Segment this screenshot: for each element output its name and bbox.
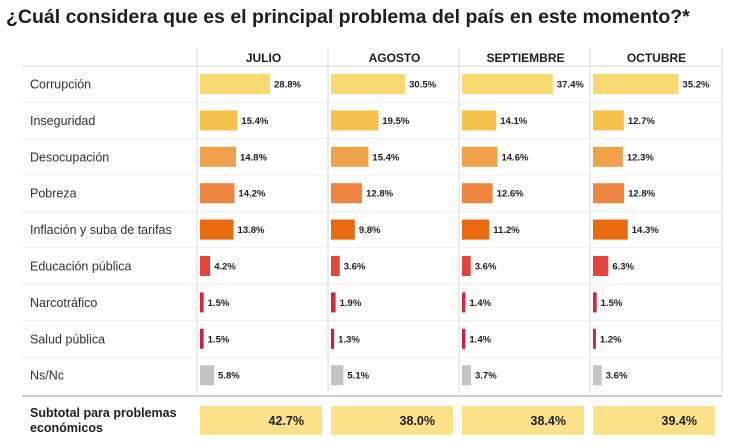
subtotal-label: económicos <box>30 421 103 435</box>
bar <box>200 328 204 349</box>
column-header: AGOSTO <box>369 51 421 65</box>
data-label: 28.8% <box>274 80 301 91</box>
category-label: Narcotráfico <box>30 296 97 310</box>
data-label: 3.6% <box>344 262 366 273</box>
data-label: 1.5% <box>208 298 230 309</box>
data-label: 35.2% <box>683 80 710 91</box>
subtotal-value: 38.0% <box>400 414 435 428</box>
data-label: 19.5% <box>382 116 409 127</box>
data-label: 12.7% <box>628 116 655 127</box>
bar <box>200 110 238 131</box>
bar <box>593 110 624 131</box>
category-label: Pobreza <box>30 187 77 201</box>
data-label: 37.4% <box>557 80 584 91</box>
column-header: JULIO <box>246 51 281 65</box>
column-header: SEPTIEMBRE <box>486 51 564 65</box>
data-label: 13.8% <box>238 225 265 236</box>
bar <box>462 365 471 386</box>
data-label: 1.4% <box>469 298 491 309</box>
bar <box>593 219 628 240</box>
data-label: 1.5% <box>208 334 230 345</box>
bar <box>331 146 369 167</box>
bar <box>462 292 466 313</box>
data-label: 15.4% <box>241 116 268 127</box>
bar <box>462 219 490 240</box>
subtotal-bar <box>331 406 453 435</box>
data-label: 4.2% <box>214 262 236 273</box>
subtotal-value: 38.4% <box>531 414 566 428</box>
bar <box>200 219 234 240</box>
data-label: 15.4% <box>372 152 399 163</box>
data-label: 5.8% <box>218 371 240 382</box>
data-label: 6.3% <box>612 262 634 273</box>
subtotal-bar <box>593 406 715 435</box>
bar <box>593 292 597 313</box>
bar <box>331 110 379 131</box>
bar <box>200 74 270 94</box>
data-label: 1.4% <box>469 334 491 345</box>
bar <box>200 183 235 204</box>
data-label: 12.3% <box>627 152 654 163</box>
data-label: 12.8% <box>366 189 393 200</box>
data-label: 1.3% <box>338 334 360 345</box>
subtotal-label: Subtotal para problemas <box>30 406 177 420</box>
bar <box>331 328 335 349</box>
category-label: Inflación y suba de tarifas <box>30 223 172 237</box>
category-label: Ns/Nc <box>30 369 64 383</box>
bar <box>462 110 497 131</box>
bar <box>593 328 596 349</box>
bar <box>462 146 498 167</box>
bar <box>593 365 602 386</box>
category-label: Corrupción <box>30 78 91 92</box>
category-label: Desocupación <box>30 150 109 164</box>
data-label: 30.5% <box>409 80 436 91</box>
subtotal-bar <box>462 406 584 435</box>
column-header: OCTUBRE <box>627 51 686 65</box>
data-label: 1.5% <box>601 298 623 309</box>
bar <box>200 292 204 313</box>
data-label: 5.1% <box>347 371 369 382</box>
subtotal-bar <box>200 406 322 435</box>
data-label: 3.7% <box>475 371 497 382</box>
bar <box>593 183 625 204</box>
data-label: 14.2% <box>239 189 266 200</box>
bar <box>331 183 363 204</box>
bar <box>331 292 336 313</box>
data-label: 1.2% <box>600 334 622 345</box>
bar <box>331 219 355 240</box>
bar <box>200 256 211 276</box>
data-label: 11.2% <box>493 225 520 236</box>
category-label: Salud pública <box>30 332 105 346</box>
bar <box>331 256 340 276</box>
bar <box>331 74 406 94</box>
data-label: 3.6% <box>475 262 497 273</box>
bar <box>462 74 553 94</box>
data-label: 12.6% <box>497 189 524 200</box>
category-label: Inseguridad <box>30 114 95 128</box>
bar <box>462 328 466 349</box>
data-label: 14.6% <box>501 152 528 163</box>
bar <box>593 256 609 276</box>
subtotal-value: 39.4% <box>662 414 697 428</box>
bar <box>593 74 679 94</box>
data-label: 3.6% <box>606 371 628 382</box>
bar <box>462 183 493 204</box>
bar <box>200 365 215 386</box>
data-label: 9.8% <box>359 225 381 236</box>
bar <box>462 256 471 276</box>
subtotal-value: 42.7% <box>269 414 304 428</box>
bar <box>200 146 236 167</box>
chart-title: ¿Cuál considera que es el principal prob… <box>6 6 690 28</box>
data-label: 14.1% <box>500 116 527 127</box>
data-label: 14.8% <box>240 152 267 163</box>
category-label: Educación pública <box>30 260 132 274</box>
data-label: 14.3% <box>632 225 659 236</box>
data-label: 1.9% <box>340 298 362 309</box>
data-label: 12.8% <box>628 189 655 200</box>
bar <box>331 365 344 386</box>
bar <box>593 146 623 167</box>
